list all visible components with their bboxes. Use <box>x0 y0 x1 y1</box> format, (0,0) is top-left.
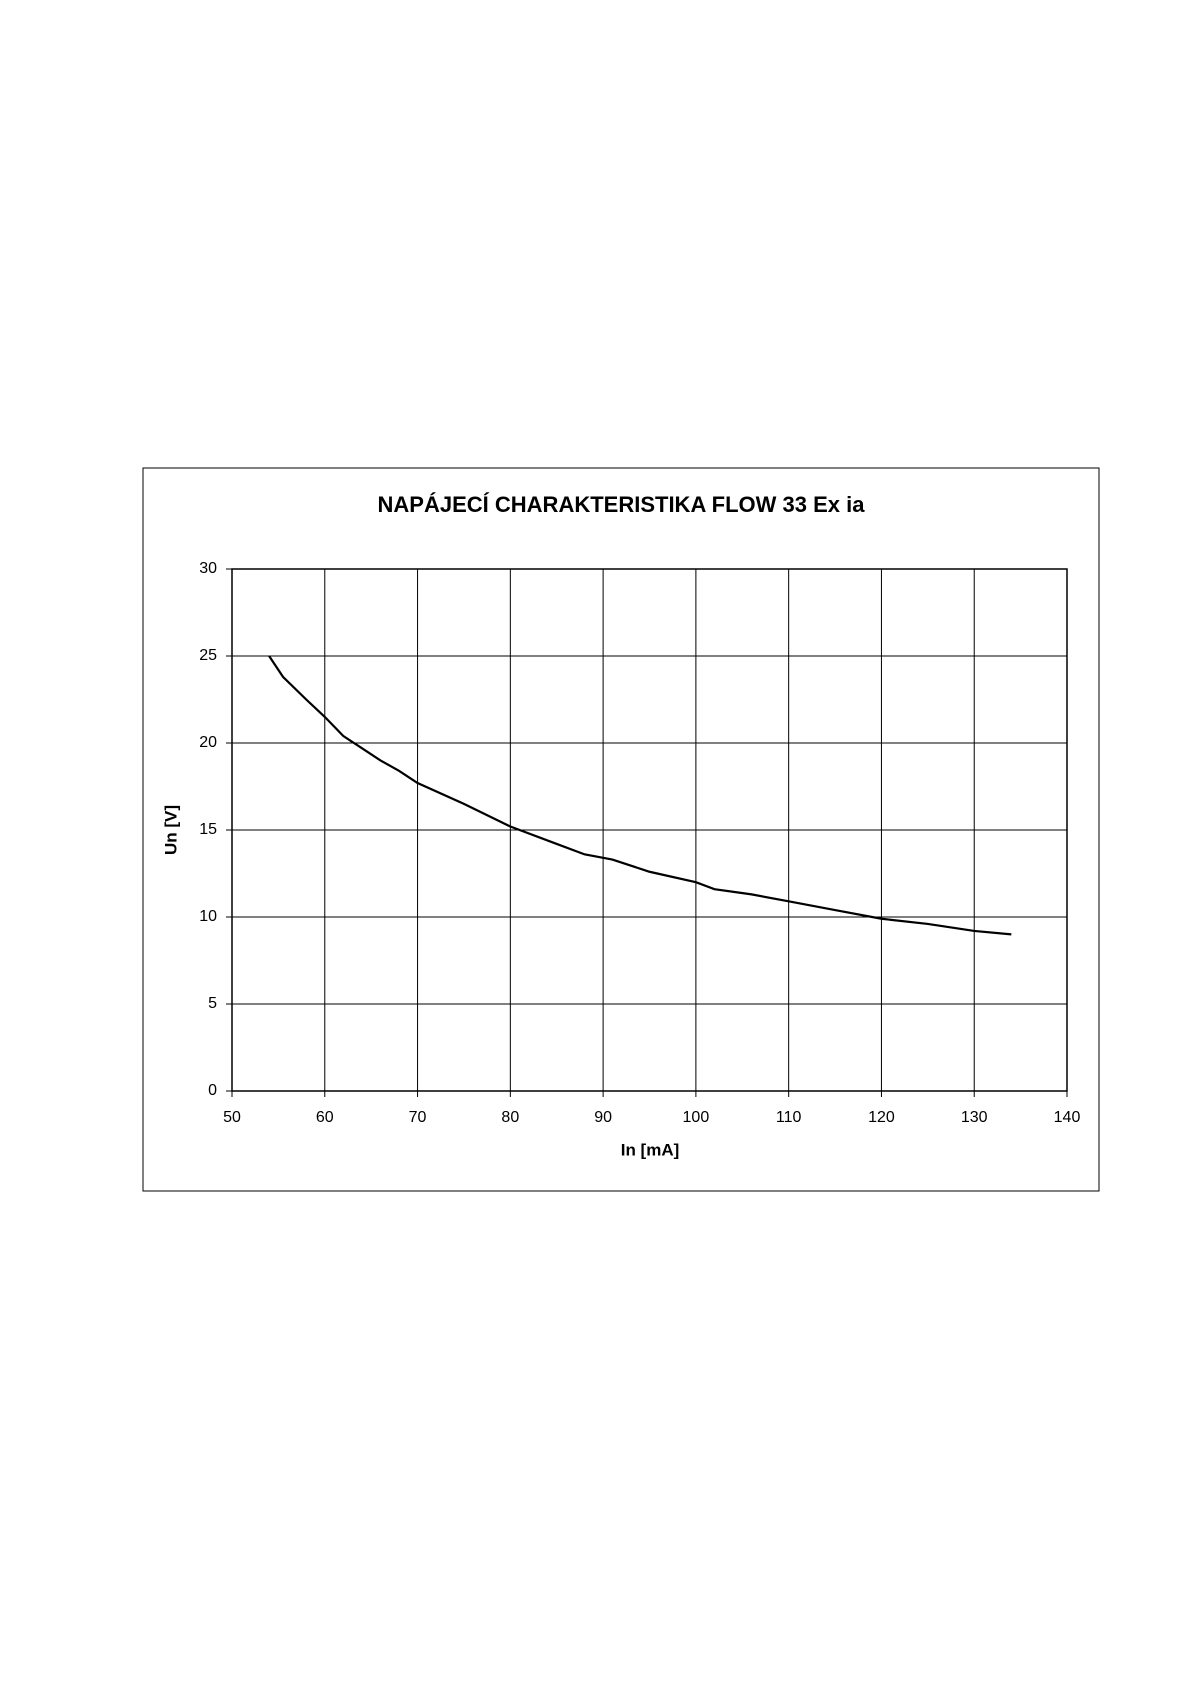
x-tick-label: 60 <box>316 1109 334 1126</box>
x-tick-label: 110 <box>776 1109 802 1126</box>
x-tick-label: 140 <box>1054 1109 1081 1126</box>
y-tick-label: 25 <box>199 647 217 664</box>
x-tick-label: 100 <box>683 1109 710 1126</box>
x-tick-label: 70 <box>409 1109 427 1126</box>
x-tick-label: 130 <box>961 1109 988 1126</box>
x-tick-label: 80 <box>501 1109 519 1126</box>
x-tick-label: 120 <box>868 1109 895 1126</box>
plot-area <box>231 568 1068 1092</box>
y-tick-label: 5 <box>208 995 217 1012</box>
x-axis-label: In [mA] <box>621 1140 680 1159</box>
x-tick-label: 50 <box>223 1109 241 1126</box>
y-tick-label: 10 <box>199 908 217 925</box>
y-tick-label: 15 <box>199 821 217 838</box>
y-tick-label: 0 <box>208 1082 217 1099</box>
x-tick-label: 90 <box>594 1109 612 1126</box>
chart-title: NAPÁJECÍ CHARAKTERISTIKA FLOW 33 Ex ia <box>378 492 866 517</box>
data-line <box>268 655 1012 936</box>
y-tick-label: 30 <box>199 560 217 577</box>
y-axis-label: Un [V] <box>161 805 180 855</box>
y-tick-label: 20 <box>199 734 217 751</box>
